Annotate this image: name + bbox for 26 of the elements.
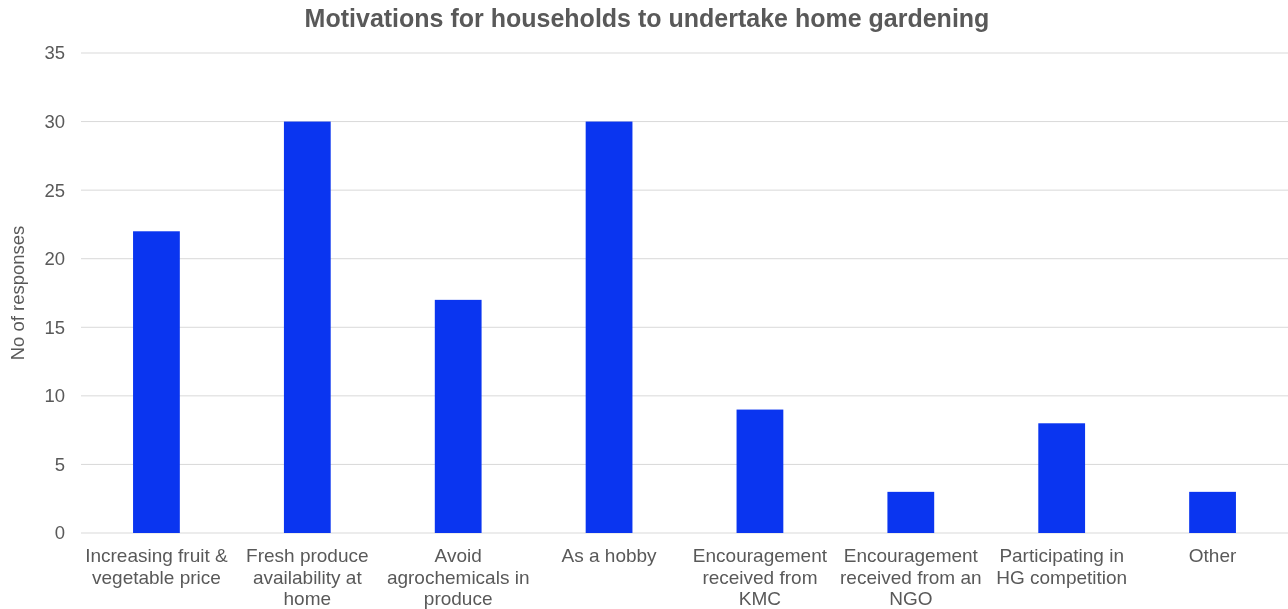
- x-tick-label: Avoid agrochemicals in produce: [386, 545, 530, 609]
- x-tick-label: Fresh produce availability at home: [246, 545, 369, 609]
- x-tick-label: Increasing fruit & vegetable price: [85, 545, 229, 588]
- y-axis-title: No of responses: [7, 225, 28, 361]
- bar: [736, 409, 784, 533]
- y-tick-label: 20: [44, 248, 65, 270]
- y-tick-label: 0: [54, 522, 65, 544]
- bar: [585, 121, 633, 533]
- bar: [1189, 491, 1236, 533]
- x-tick-label: Participating in HG competition: [996, 545, 1128, 588]
- bar: [283, 121, 331, 533]
- y-tick-label: 10: [44, 385, 65, 407]
- y-tick-label: 35: [44, 42, 65, 64]
- y-tick-label: 25: [44, 179, 65, 201]
- bar: [1038, 423, 1086, 533]
- bar: [887, 491, 935, 533]
- y-tick-label: 15: [44, 316, 65, 338]
- bar: [133, 231, 180, 533]
- y-tick-label: 30: [44, 111, 65, 133]
- y-tick-label: 5: [54, 453, 65, 475]
- x-tick-label: Other: [1188, 545, 1237, 566]
- bar: [434, 299, 482, 533]
- x-tick-label: As a hobby: [561, 545, 658, 566]
- chart-title: Motivations for households to undertake home gardening: [304, 4, 990, 32]
- x-tick-label: Encouragement received from KMC: [692, 545, 828, 609]
- x-tick-label: Encouragement received from an NGO: [840, 545, 982, 609]
